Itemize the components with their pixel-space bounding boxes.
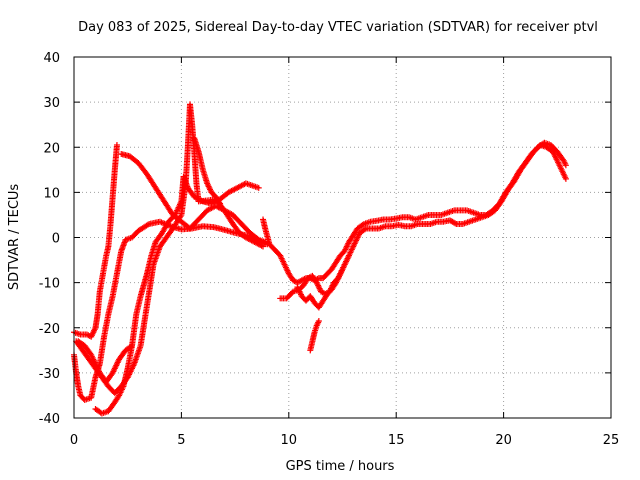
x-tick-label: 5 xyxy=(177,433,185,448)
series-track-f xyxy=(191,135,224,207)
data-point xyxy=(562,175,569,182)
data-point xyxy=(562,162,569,169)
y-tick-label: -40 xyxy=(39,412,60,427)
data-point xyxy=(255,184,262,191)
series-track-a xyxy=(71,141,120,340)
data-point xyxy=(128,342,135,349)
plot-frame xyxy=(73,56,612,419)
data-point xyxy=(144,221,151,228)
data-point xyxy=(260,243,267,250)
data-point xyxy=(345,252,352,259)
data-point xyxy=(113,141,120,148)
series-track-e xyxy=(118,151,269,246)
chart-title: Day 083 of 2025, Sidereal Day-to-day VTE… xyxy=(78,20,598,35)
x-tick-label: 0 xyxy=(70,433,78,448)
y-tick-label: 40 xyxy=(43,51,60,66)
y-tick-label: -20 xyxy=(39,322,60,337)
x-tick-label: 15 xyxy=(388,433,405,448)
y-tick-label: 0 xyxy=(52,232,60,247)
grid-lines xyxy=(74,57,611,418)
axis-ticks: 0 5 10 15 20 25 -40 -30 -20 -10 0 10 20 30 40 xyxy=(39,51,620,448)
data-marks xyxy=(71,101,569,417)
y-axis-label: SDTVAR / TECUs xyxy=(7,184,22,291)
series-track-i xyxy=(294,252,352,311)
x-tick-label: 25 xyxy=(603,433,620,448)
series-track-d xyxy=(92,173,262,417)
data-point xyxy=(217,200,224,207)
data-point xyxy=(262,239,269,246)
data-point xyxy=(216,199,223,206)
data-point xyxy=(361,226,368,233)
y-tick-label: -10 xyxy=(39,277,60,292)
data-point xyxy=(315,317,322,324)
y-tick-label: -30 xyxy=(39,367,60,382)
x-tick-label: 20 xyxy=(495,433,512,448)
x-axis-label: GPS time / hours xyxy=(286,459,395,474)
y-tick-label: 10 xyxy=(43,186,60,201)
series-track-k xyxy=(75,338,135,385)
data-point xyxy=(127,343,134,350)
y-tick-label: 20 xyxy=(43,141,60,156)
series-track-j xyxy=(307,317,322,354)
x-tick-label: 10 xyxy=(281,433,298,448)
data-point xyxy=(452,220,459,227)
y-tick-label: 30 xyxy=(43,96,60,111)
